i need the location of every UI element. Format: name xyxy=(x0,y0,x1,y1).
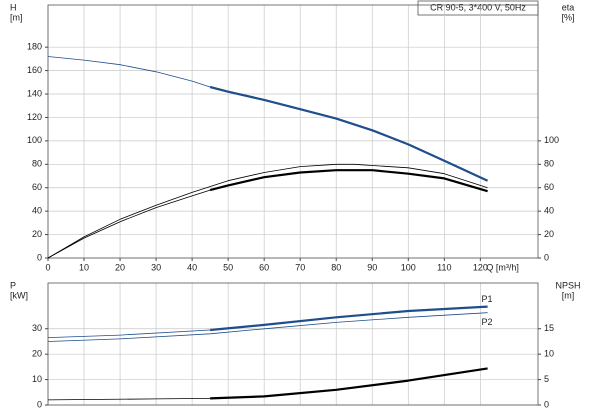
x-tick-label: 60 xyxy=(259,262,269,272)
y-tick-label: 30 xyxy=(32,323,42,333)
y-tick-label: 10 xyxy=(32,374,42,384)
y-tick-label: 160 xyxy=(27,65,42,75)
y2-tick-label: 20 xyxy=(544,229,554,239)
x-tick-label: 0 xyxy=(45,262,50,272)
x-tick-label: 110 xyxy=(437,262,451,272)
y-tick-label: 60 xyxy=(32,182,42,192)
x-tick-label: 30 xyxy=(151,262,161,272)
series-label: P1 xyxy=(482,294,493,304)
y-tick-label: 0 xyxy=(37,252,42,262)
y2-tick-label: 60 xyxy=(544,182,554,192)
y-axis-label: H xyxy=(10,2,17,12)
x-tick-label: 20 xyxy=(115,262,125,272)
curve xyxy=(47,329,211,338)
y2-tick-label: 0 xyxy=(544,252,549,262)
y2-tick-label: 15 xyxy=(544,323,554,333)
x-axis-label: Q [m³/h] xyxy=(486,262,519,272)
x-tick-label: 10 xyxy=(79,262,89,272)
y-tick-label: 20 xyxy=(32,229,42,239)
curve xyxy=(47,189,211,259)
y2-tick-label: 100 xyxy=(544,135,559,145)
y-tick-label: 100 xyxy=(27,135,42,145)
y2-axis-unit: [m] xyxy=(562,290,575,300)
x-tick-label: 40 xyxy=(187,262,197,272)
y2-tick-label: 80 xyxy=(544,159,554,169)
y-tick-label: 0 xyxy=(37,399,42,409)
curve xyxy=(47,312,488,342)
x-tick-label: 70 xyxy=(295,262,305,272)
y-axis-unit: [m] xyxy=(10,12,23,22)
y2-tick-label: 40 xyxy=(544,206,554,216)
x-tick-label: 120 xyxy=(473,262,488,272)
curve xyxy=(209,305,488,332)
curve xyxy=(47,398,211,401)
y-tick-label: 20 xyxy=(32,349,42,359)
y-axis-unit: [kW] xyxy=(10,290,28,300)
curve xyxy=(209,169,488,193)
y-tick-label: 80 xyxy=(32,159,42,169)
y2-axis-label: eta xyxy=(562,2,575,12)
x-tick-label: 50 xyxy=(223,262,233,272)
y-tick-label: 180 xyxy=(27,42,42,52)
y2-axis-unit: [%] xyxy=(561,12,574,22)
curve xyxy=(47,163,488,259)
y-tick-label: 40 xyxy=(32,206,42,216)
y2-tick-label: 5 xyxy=(544,374,549,384)
chart-title: CR 90-5, 3*400 V, 50Hz xyxy=(430,2,526,12)
x-tick-label: 100 xyxy=(401,262,416,272)
curve xyxy=(209,85,489,182)
plot-frame xyxy=(47,282,539,406)
x-tick-label: 90 xyxy=(367,262,377,272)
y2-tick-label: 0 xyxy=(544,399,549,409)
y-tick-label: 140 xyxy=(27,88,42,98)
y2-tick-label: 10 xyxy=(544,349,554,359)
plot-frame xyxy=(47,4,539,259)
curve xyxy=(47,56,211,88)
series-label: P2 xyxy=(482,317,493,327)
x-tick-label: 80 xyxy=(331,262,341,272)
y-axis-label: P xyxy=(10,280,16,290)
curve xyxy=(210,367,488,400)
y-tick-label: 120 xyxy=(27,112,42,122)
y2-axis-label: NPSH xyxy=(555,280,580,290)
